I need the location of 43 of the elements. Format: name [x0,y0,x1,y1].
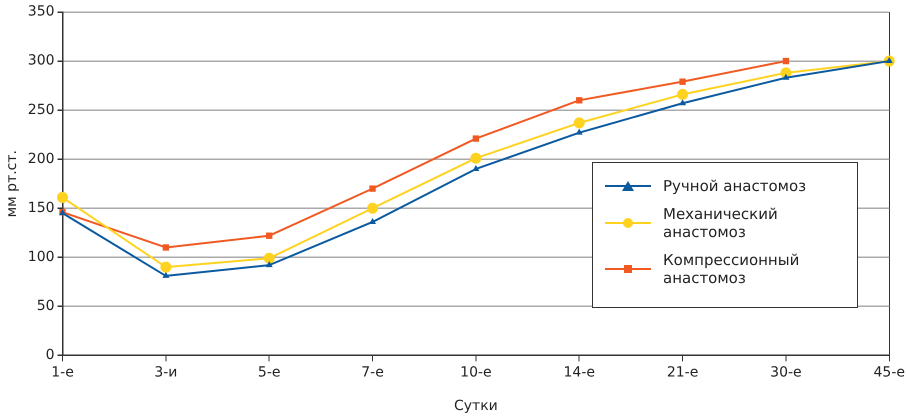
point [782,74,790,80]
x-tick-label: 5-е [258,364,280,380]
y-tick-label: 100 [28,248,55,265]
point [266,232,272,239]
y-tick-label: 0 [46,347,55,364]
y-tick-label: 350 [28,4,55,20]
point [679,99,686,106]
point [677,88,688,100]
x-tick-label: 30-е [770,364,802,380]
x-tick-label: 21-е [666,364,698,380]
x-tick-label: 3-и [154,364,178,380]
point [57,192,68,203]
point [472,135,480,142]
x-tick-label: 14-е [563,364,595,380]
point [162,244,170,251]
point [576,97,582,104]
legend-label: Механический анастомоз [663,205,779,241]
x-axis-title: Сутки [454,398,498,414]
point [264,252,275,264]
point [266,261,273,268]
y-tick-label: 150 [28,200,55,216]
legend-label: Компрессионный анастомоз [663,251,800,287]
point [369,185,376,192]
y-tick-label: 300 [28,52,55,69]
point [576,128,583,135]
y-tick-label: 50 [36,298,55,314]
x-tick-label: 7-е [361,364,384,380]
x-tick-label: 45-е [874,364,905,380]
point [369,218,376,224]
legend-label: Ручной анастомоз [663,177,808,195]
point [367,202,378,214]
point [470,152,482,164]
point [472,164,480,171]
y-axis-title: мм рт.ст. [4,150,20,218]
point [679,78,686,85]
x-tick-label: 1-е [51,364,74,380]
point [574,117,585,128]
point [160,262,172,273]
y-tick-label: 250 [28,102,55,118]
y-tick-label: 200 [28,150,55,167]
point [782,58,790,64]
x-tick-label: 10-е [460,364,492,380]
point [162,272,170,278]
